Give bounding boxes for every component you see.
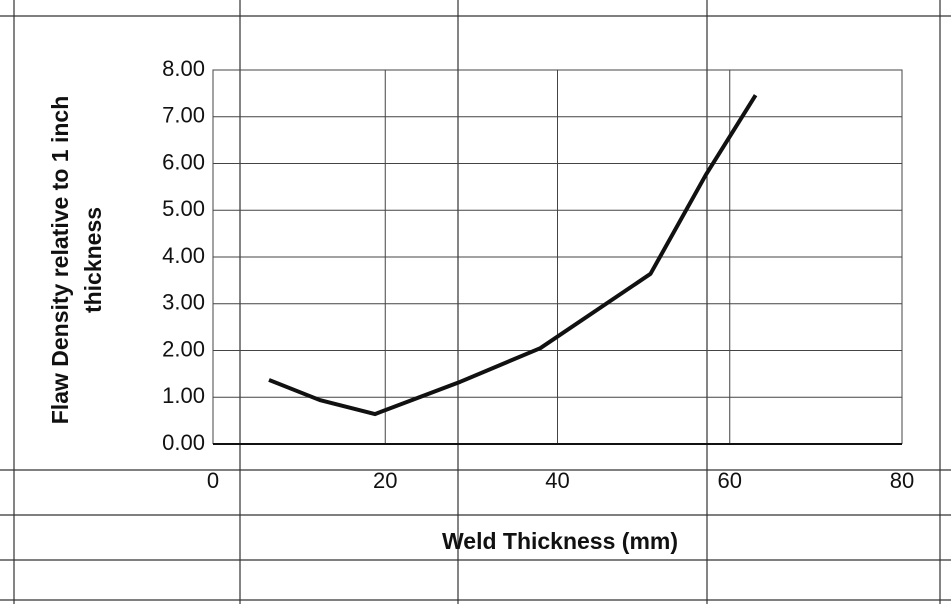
x-axis-label: Weld Thickness (mm) xyxy=(442,528,678,554)
y-tick-label: 3.00 xyxy=(162,290,205,315)
y-tick-label: 5.00 xyxy=(162,196,205,221)
y-tick-label: 6.00 xyxy=(162,149,205,174)
x-tick-label: 0 xyxy=(207,468,219,493)
y-tick-label: 8.00 xyxy=(162,56,205,81)
y-tick-label: 0.00 xyxy=(162,430,205,455)
data-line xyxy=(268,94,758,417)
x-tick-label: 60 xyxy=(718,468,742,493)
y-tick-label: 2.00 xyxy=(162,336,205,361)
y-tick-label: 7.00 xyxy=(162,103,205,128)
y-tick-label: 1.00 xyxy=(162,383,205,408)
y-axis-label: thickness xyxy=(80,207,106,313)
y-axis-label: Flaw Density relative to 1 inch xyxy=(47,96,73,425)
x-tick-label: 40 xyxy=(545,468,569,493)
x-tick-label: 20 xyxy=(373,468,397,493)
y-tick-label: 4.00 xyxy=(162,243,205,268)
x-tick-label: 80 xyxy=(890,468,914,493)
